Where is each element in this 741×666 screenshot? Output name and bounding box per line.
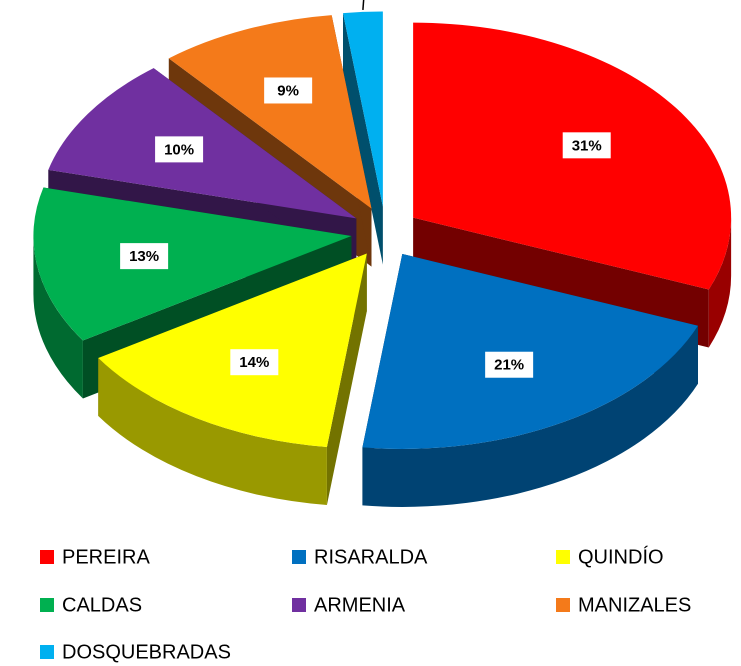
- slice-side: [343, 13, 383, 265]
- legend-label: RISARALDA: [314, 546, 428, 568]
- slice: [362, 253, 698, 507]
- legend-swatch: [556, 550, 570, 564]
- legend-label: PEREIRA: [62, 546, 150, 568]
- slice-wall: [33, 235, 83, 399]
- slice-top: [362, 253, 698, 449]
- slice: [343, 11, 383, 265]
- legend-swatch: [292, 550, 306, 564]
- legend-label: ARMENIA: [314, 594, 406, 616]
- value-label: 9%: [277, 82, 299, 99]
- legend-label: QUINDÍO: [578, 545, 664, 568]
- slice-top: [168, 15, 372, 209]
- legend-swatch: [292, 598, 306, 612]
- value-label-box: [264, 77, 313, 104]
- legend-label: MANIZALES: [578, 594, 691, 616]
- legend-swatch: [40, 550, 54, 564]
- leader-line: [362, 0, 365, 10]
- legend-swatch: [556, 598, 570, 612]
- slice-wall: [362, 325, 698, 507]
- value-label-box: [120, 243, 169, 270]
- slice-top: [33, 187, 352, 341]
- value-label-box: [485, 351, 534, 378]
- value-label: 10%: [164, 141, 194, 158]
- legend-label: DOSQUEBRADAS: [62, 641, 231, 663]
- slice-side: [326, 253, 367, 505]
- value-label: 13%: [129, 248, 159, 265]
- legend-label: CALDAS: [62, 594, 142, 616]
- legend-swatch: [40, 645, 54, 659]
- value-label: 14%: [239, 354, 269, 371]
- value-label: 31%: [572, 137, 602, 154]
- slice-wall: [98, 358, 327, 505]
- slice-top: [343, 11, 383, 207]
- value-label-box: [562, 132, 611, 159]
- slice-wall: [708, 217, 732, 348]
- value-label-box: [230, 349, 279, 376]
- legend-swatch: [40, 598, 54, 612]
- value-label-box: [155, 136, 204, 163]
- value-label: 21%: [494, 357, 524, 374]
